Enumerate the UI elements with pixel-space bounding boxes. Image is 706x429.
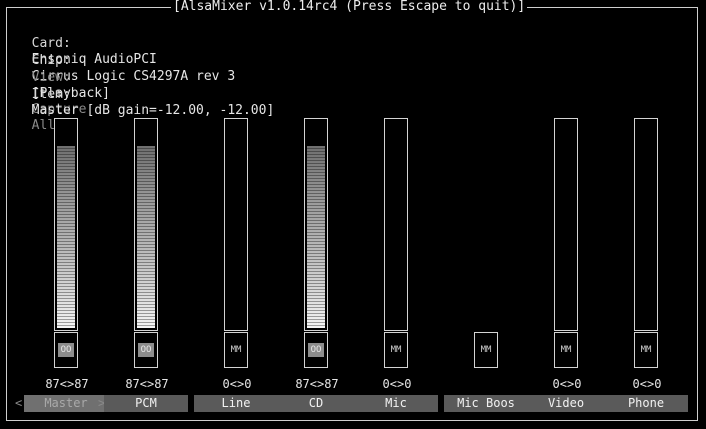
volume-fill: [57, 146, 75, 328]
volume-fill: [307, 146, 325, 328]
item-value: Master [dB gain=-12.00, -12.00]: [31, 103, 275, 118]
channel-name[interactable]: Video: [524, 395, 608, 412]
window-title: [AlsaMixer v1.0.14rc4 (Press Escape to q…: [171, 0, 528, 15]
channel-phone[interactable]: MM 0<>0 Phone: [602, 118, 692, 418]
chip-line: Chip: Cirrus Logic CS4297A rev 3: [16, 37, 236, 85]
mute-toggle[interactable]: OO: [134, 332, 158, 368]
channel-name[interactable]: Line: [194, 395, 278, 412]
mute-label: OO: [58, 343, 74, 357]
channel-mic[interactable]: MM 0<>0 Mic: [352, 118, 442, 418]
mute-label: MM: [230, 345, 242, 355]
volume-readout: 0<>0: [222, 377, 252, 391]
view-all[interactable]: All: [31, 118, 56, 133]
volume-readout: 87<>87: [125, 377, 169, 391]
mute-toggle[interactable]: MM: [554, 332, 578, 368]
mute-toggle[interactable]: OO: [304, 332, 328, 368]
volume-readout: 87<>87: [45, 377, 89, 391]
view-capture[interactable]: Capture: [31, 102, 87, 117]
card-line: Card: Ensoniq AudioPCI: [16, 20, 157, 68]
item-line: Item: Master [dB gain=-12.00, -12.00]: [16, 71, 275, 119]
card-value: Ensoniq AudioPCI: [31, 52, 157, 67]
mute-toggle[interactable]: MM: [634, 332, 658, 368]
volume-readout: 87<>87: [295, 377, 339, 391]
view-playback[interactable]: [Playback]: [31, 86, 110, 101]
volume-readout: 0<>0: [382, 377, 412, 391]
volume-readout: 0<>0: [552, 377, 582, 391]
selection-left-arrow: <: [15, 396, 23, 410]
view-line: View: [Playback] Capture All: [16, 54, 110, 134]
mute-label: MM: [560, 345, 572, 355]
channel-mic-boos[interactable]: MM Mic Boos: [442, 118, 532, 418]
mute-toggle[interactable]: MM: [474, 332, 498, 368]
channel-name[interactable]: Phone: [604, 395, 688, 412]
channel-pcm[interactable]: OO 87<>87 PCM: [102, 118, 192, 418]
channel-name[interactable]: Mic: [354, 395, 438, 412]
channel-line[interactable]: MM 0<>0 Line: [192, 118, 282, 418]
channel-name[interactable]: Master: [24, 395, 108, 412]
mute-label: OO: [138, 343, 154, 357]
volume-bar[interactable]: [54, 118, 78, 331]
volume-bar[interactable]: [554, 118, 578, 331]
card-label: Card:: [31, 36, 71, 51]
mute-label: MM: [480, 345, 492, 355]
channel-master[interactable]: OO 87<>87 Master < >: [15, 118, 112, 418]
mute-toggle[interactable]: MM: [224, 332, 248, 368]
mixer-window: [AlsaMixer v1.0.14rc4 (Press Escape to q…: [6, 0, 698, 421]
volume-bar[interactable]: [634, 118, 658, 331]
selection-right-arrow: >: [98, 396, 106, 410]
channel-name[interactable]: PCM: [104, 395, 188, 412]
mute-label: OO: [308, 343, 324, 357]
volume-bar[interactable]: [134, 118, 158, 331]
view-label: View:: [31, 70, 71, 85]
chip-label: Chip:: [31, 53, 71, 68]
channel-name[interactable]: CD: [274, 395, 358, 412]
mute-label: MM: [640, 345, 652, 355]
mute-toggle[interactable]: OO: [54, 332, 78, 368]
volume-bar[interactable]: [304, 118, 328, 331]
item-label: Item:: [31, 87, 71, 102]
channel-name[interactable]: Mic Boos: [444, 395, 528, 412]
volume-fill: [137, 146, 155, 328]
mute-toggle[interactable]: MM: [384, 332, 408, 368]
channel-video[interactable]: MM 0<>0 Video: [522, 118, 612, 418]
mute-label: MM: [390, 345, 402, 355]
volume-bar[interactable]: [384, 118, 408, 331]
chip-value: Cirrus Logic CS4297A rev 3: [31, 69, 236, 84]
volume-bar[interactable]: [224, 118, 248, 331]
channel-cd[interactable]: OO 87<>87 CD: [272, 118, 362, 418]
volume-readout: 0<>0: [632, 377, 662, 391]
